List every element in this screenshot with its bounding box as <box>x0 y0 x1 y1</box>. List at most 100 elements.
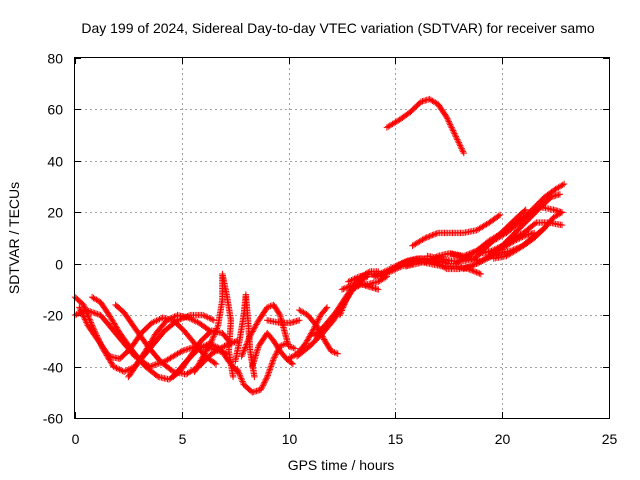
data-point <box>158 359 165 366</box>
series-track-9 <box>232 291 258 381</box>
data-point <box>236 372 244 379</box>
data-point <box>211 331 218 338</box>
data-point <box>245 336 252 344</box>
data-point <box>264 304 271 311</box>
data-point <box>334 350 341 357</box>
data-point <box>432 230 439 238</box>
data-point <box>463 264 470 271</box>
data-point <box>111 364 119 371</box>
data-point <box>515 231 523 239</box>
data-point <box>242 344 249 351</box>
data-point <box>197 357 204 364</box>
data-point <box>328 347 335 355</box>
series-track-6 <box>125 311 217 381</box>
x-tick-label: 10 <box>282 431 298 447</box>
x-tick-label: 15 <box>388 431 404 447</box>
series-track-20 <box>338 273 391 293</box>
data-point <box>341 301 348 308</box>
data-point <box>313 322 320 329</box>
data-point <box>381 268 388 275</box>
data-point <box>383 273 391 280</box>
data-point <box>154 316 162 324</box>
data-point <box>262 376 269 383</box>
data-point <box>454 136 461 143</box>
data-point <box>257 386 264 393</box>
data-point <box>556 191 564 198</box>
data-point <box>471 268 479 275</box>
data-point <box>238 353 245 360</box>
data-point <box>243 341 250 348</box>
data-point <box>74 310 82 317</box>
data-point <box>384 266 391 274</box>
data-point <box>340 285 347 293</box>
data-marks <box>71 95 568 396</box>
data-point <box>290 344 297 352</box>
data-point <box>92 310 100 317</box>
data-point <box>466 263 473 270</box>
chart-title: Day 199 of 2024, Sidereal Day-to-day VTE… <box>81 20 594 36</box>
data-point <box>168 367 176 374</box>
data-point <box>339 304 347 311</box>
data-point <box>229 373 237 381</box>
data-point <box>76 304 83 311</box>
data-point <box>200 311 207 319</box>
data-point <box>109 317 116 324</box>
data-point <box>378 269 385 277</box>
y-tick-label: 0 <box>55 257 63 273</box>
data-point <box>451 130 458 137</box>
data-point <box>203 347 210 354</box>
series-track-32 <box>486 191 564 260</box>
data-point <box>289 360 297 368</box>
data-point <box>560 180 568 188</box>
data-point <box>202 348 209 356</box>
data-point <box>557 209 564 217</box>
data-point <box>200 353 207 360</box>
data-point <box>194 362 201 370</box>
data-point <box>240 348 247 356</box>
data-point <box>113 364 120 372</box>
data-point <box>477 270 484 278</box>
data-point <box>195 345 203 352</box>
data-point <box>189 316 196 324</box>
data-point <box>213 325 220 332</box>
data-point <box>265 369 272 376</box>
data-point <box>531 220 539 227</box>
y-tick-label: -60 <box>43 411 63 427</box>
y-tick-label: 80 <box>47 51 63 67</box>
data-point <box>236 370 243 377</box>
data-point <box>278 342 285 349</box>
data-point <box>198 343 206 351</box>
data-point <box>345 283 353 290</box>
data-point <box>235 369 242 376</box>
data-point <box>247 332 254 339</box>
data-point <box>332 349 340 357</box>
data-point <box>309 327 316 334</box>
data-point <box>389 265 396 272</box>
series-track-15 <box>296 306 341 357</box>
y-tick-label: 60 <box>47 102 63 118</box>
data-point <box>474 259 482 267</box>
data-point <box>420 235 428 243</box>
data-point <box>237 373 244 381</box>
data-point <box>395 262 402 270</box>
data-point <box>462 265 469 272</box>
data-point <box>347 282 354 290</box>
data-point <box>204 344 211 352</box>
data-point <box>541 224 549 231</box>
data-point <box>456 140 463 148</box>
x-tick-labels: 0 5 10 15 20 25 <box>72 431 618 447</box>
data-point <box>195 361 202 368</box>
data-point <box>203 313 210 320</box>
series-track-12 <box>249 329 297 370</box>
x-tick-label: 5 <box>179 431 187 447</box>
data-point <box>546 194 554 202</box>
data-point <box>484 255 491 262</box>
data-point <box>476 259 483 266</box>
data-point <box>238 376 245 384</box>
y-tick-label: -20 <box>43 308 63 324</box>
data-point <box>339 305 346 313</box>
data-point <box>83 319 90 326</box>
data-point <box>251 373 258 381</box>
data-point <box>241 345 248 353</box>
